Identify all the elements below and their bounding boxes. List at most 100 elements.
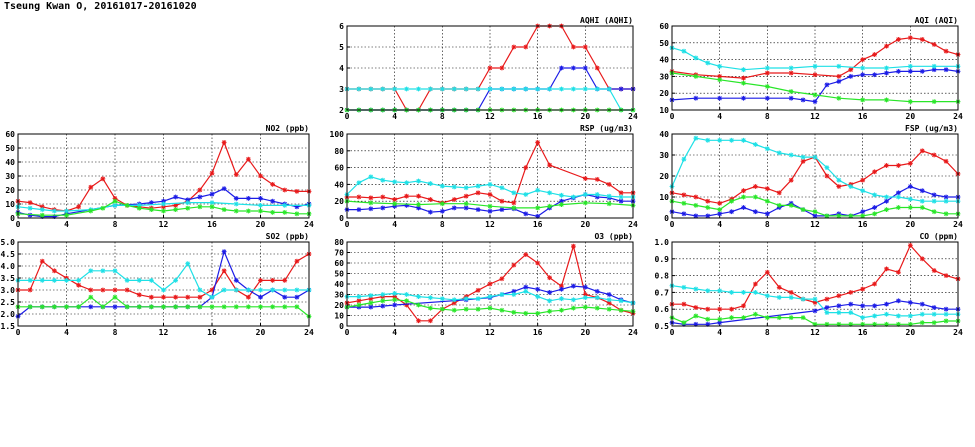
data-point [392, 197, 398, 202]
data-point [547, 86, 552, 92]
data-point [209, 170, 215, 176]
data-point [173, 278, 179, 283]
data-point [463, 185, 469, 191]
data-point [221, 249, 227, 254]
data-point [907, 196, 913, 202]
plot-border [346, 25, 634, 111]
data-point [860, 286, 866, 292]
data-point [571, 305, 576, 311]
data-point [209, 294, 215, 300]
series-green [15, 294, 312, 319]
series-green [344, 297, 636, 316]
data-point [681, 320, 687, 326]
data-point [88, 184, 94, 190]
y-tick-label: 1.5 [1, 322, 16, 331]
data-point [764, 293, 770, 299]
x-tick-label: 8 [113, 328, 118, 337]
data-point [392, 179, 398, 185]
data-point [693, 194, 699, 200]
y-tick-label: 0.7 [655, 288, 670, 297]
data-point [487, 86, 493, 92]
y-tick-label: 50 [334, 270, 344, 279]
data-point [487, 208, 493, 214]
data-point [753, 281, 758, 287]
data-point [499, 185, 505, 191]
data-point [800, 97, 806, 103]
data-point [487, 203, 493, 209]
data-point [511, 292, 517, 297]
data-point [681, 301, 687, 307]
data-point [788, 65, 794, 71]
data-point [559, 202, 564, 207]
data-point [356, 194, 362, 200]
x-tick-label: 4 [717, 112, 722, 121]
series-cyan [669, 283, 961, 320]
data-point [392, 297, 398, 303]
data-point [717, 137, 723, 143]
x-tick-label: 12 [810, 328, 820, 337]
data-point [499, 292, 505, 297]
data-point [884, 301, 889, 307]
data-point [51, 208, 57, 214]
data-point [582, 284, 588, 290]
data-point [729, 306, 734, 312]
data-point [523, 165, 529, 170]
data-point [428, 318, 433, 324]
x-tick-label: 8 [440, 112, 445, 121]
data-point [896, 190, 901, 196]
data-point [258, 304, 263, 310]
data-point [896, 37, 901, 42]
y-tick-label: 0 [339, 322, 344, 331]
y-tick-label: 60 [659, 22, 669, 31]
data-point [618, 298, 624, 304]
data-point [173, 304, 179, 310]
x-tick-label: 0 [670, 112, 675, 121]
data-point [571, 243, 576, 249]
x-tick-label: 4 [64, 220, 69, 229]
data-point [428, 86, 433, 92]
data-point [872, 52, 877, 57]
y-tick-label: 0 [664, 214, 669, 223]
data-point [64, 304, 69, 310]
data-point [173, 194, 179, 200]
data-point [416, 318, 421, 324]
data-point [221, 287, 227, 293]
x-tick-label: 16 [533, 112, 543, 121]
data-point [148, 304, 154, 310]
chart-title: AQHI (AQHI) [580, 16, 633, 25]
data-point [693, 313, 699, 319]
data-point [88, 268, 94, 274]
data-point [282, 287, 288, 293]
data-point [282, 187, 288, 193]
data-point [606, 201, 612, 207]
data-point [368, 304, 374, 310]
series-blue [669, 67, 961, 104]
chart-no2: 0 4 8 12 16 20 24 0 10 20 30 40 50 60 NO2 (ppb) [5, 124, 314, 229]
data-point [185, 294, 191, 300]
chart-title: AQI (AQI) [915, 16, 958, 25]
x-tick-label: 16 [207, 328, 217, 337]
x-tick-label: 16 [858, 112, 868, 121]
data-point [907, 99, 913, 104]
x-tick-label: 20 [581, 328, 591, 337]
x-tick-label: 24 [953, 220, 963, 229]
plot-border [346, 241, 634, 327]
data-point [848, 67, 854, 73]
data-point [197, 204, 203, 210]
x-tick-label: 16 [533, 328, 543, 337]
data-point [919, 301, 925, 307]
data-point [161, 294, 166, 300]
data-point [233, 278, 239, 283]
data-point [380, 86, 386, 92]
data-point [392, 302, 398, 308]
data-point [380, 194, 386, 200]
data-point [896, 163, 901, 168]
data-point [88, 208, 94, 214]
data-point [681, 211, 687, 217]
x-tick-label: 16 [858, 220, 868, 229]
data-point [27, 304, 33, 310]
data-point [27, 278, 33, 283]
data-point [729, 209, 734, 215]
data-point [209, 191, 215, 197]
